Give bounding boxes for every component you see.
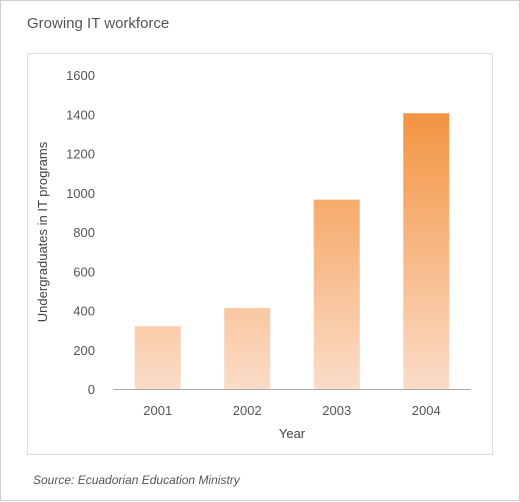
x-tick-label: 2004 — [412, 403, 441, 418]
bar-2001 — [134, 326, 181, 389]
y-tick-label: 200 — [73, 343, 95, 358]
y-tick-label: 1200 — [66, 147, 95, 162]
bar-2002 — [224, 308, 271, 389]
y-axis-ticks: 0 200 400 600 800 1000 1200 1400 1600 — [66, 68, 95, 397]
y-tick-label: 600 — [73, 264, 95, 279]
y-tick-label: 1400 — [66, 107, 95, 122]
x-axis-ticks: 2001 2002 2003 2004 — [143, 403, 440, 418]
x-tick-label: 2003 — [322, 403, 351, 418]
y-tick-label: 1600 — [66, 68, 95, 83]
x-tick-label: 2001 — [143, 403, 172, 418]
y-axis-title: Undergraduates in IT programs — [35, 141, 50, 322]
y-tick-label: 0 — [88, 382, 95, 397]
x-axis-title: Year — [279, 426, 306, 441]
bar-2004 — [403, 113, 450, 390]
chart-title: Growing IT workforce — [27, 15, 170, 32]
y-tick-label: 800 — [73, 225, 95, 240]
bars — [134, 113, 450, 390]
source-note: Source: Ecuadorian Education Ministry — [33, 473, 240, 487]
bar-2003 — [313, 199, 360, 389]
x-tick-label: 2002 — [233, 403, 262, 418]
y-tick-label: 400 — [73, 304, 95, 319]
y-tick-label: 1000 — [66, 186, 95, 201]
